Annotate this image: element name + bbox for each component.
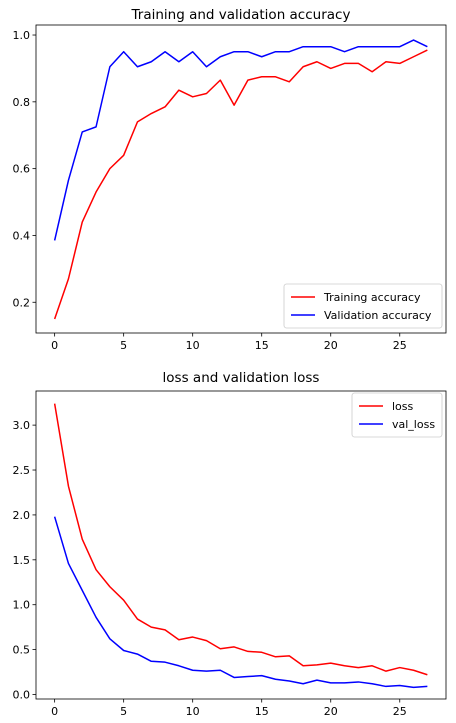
y-tick-label: 0.8	[13, 96, 31, 109]
legend-label: Validation accuracy	[324, 309, 432, 322]
x-tick-label: 5	[120, 705, 127, 718]
x-tick-label: 15	[255, 339, 269, 352]
x-tick-label: 15	[255, 705, 269, 718]
x-tick-label: 0	[51, 705, 58, 718]
series-line-validation-accuracy	[53, 39, 428, 241]
legend-box	[283, 283, 443, 329]
y-tick-label: 2.0	[13, 509, 31, 522]
axes-frame	[35, 24, 447, 334]
legend-label: loss	[392, 400, 414, 413]
legend-label: Training accuracy	[323, 291, 421, 304]
legend: loss val_loss	[351, 392, 443, 438]
legend: Training accuracy Validation accuracy	[283, 283, 443, 329]
y-tick-label: 1.0	[13, 29, 31, 42]
series-line-loss	[53, 403, 428, 676]
accuracy-chart: Training and validation accuracy 0 5 10 15 20…	[13, 7, 447, 352]
x-tick-label: 0	[51, 339, 58, 352]
y-tick-label: 0.5	[13, 644, 31, 657]
y-tick-label: 0.6	[13, 163, 31, 176]
loss-chart: loss and validation loss 0 5 10 15 20 25 0.0 0.5…	[13, 370, 447, 718]
chart-title: loss and validation loss	[163, 370, 320, 386]
x-tick-label: 25	[393, 705, 407, 718]
x-tick-label: 20	[324, 705, 338, 718]
x-tick-label: 20	[324, 339, 338, 352]
chart-title: Training and validation accuracy	[131, 7, 351, 23]
x-tick-label: 25	[393, 339, 407, 352]
y-tick-label: 1.5	[13, 554, 31, 567]
y-tick-label: 3.0	[13, 419, 31, 432]
legend-label: val_loss	[392, 418, 435, 431]
x-tick-label: 10	[186, 339, 200, 352]
axes-frame	[35, 390, 447, 700]
y-tick-label: 1.0	[13, 599, 31, 612]
y-tick-label: 2.5	[13, 464, 31, 477]
y-tick-label: 0.2	[13, 296, 31, 309]
x-tick-label: 10	[186, 705, 200, 718]
y-tick-label: 0.0	[13, 689, 31, 702]
x-tick-label: 5	[120, 339, 127, 352]
y-tick-label: 0.4	[13, 229, 31, 242]
series-line-val-loss	[53, 516, 428, 689]
series-line-training-accuracy	[53, 49, 428, 320]
legend-box	[351, 392, 443, 438]
